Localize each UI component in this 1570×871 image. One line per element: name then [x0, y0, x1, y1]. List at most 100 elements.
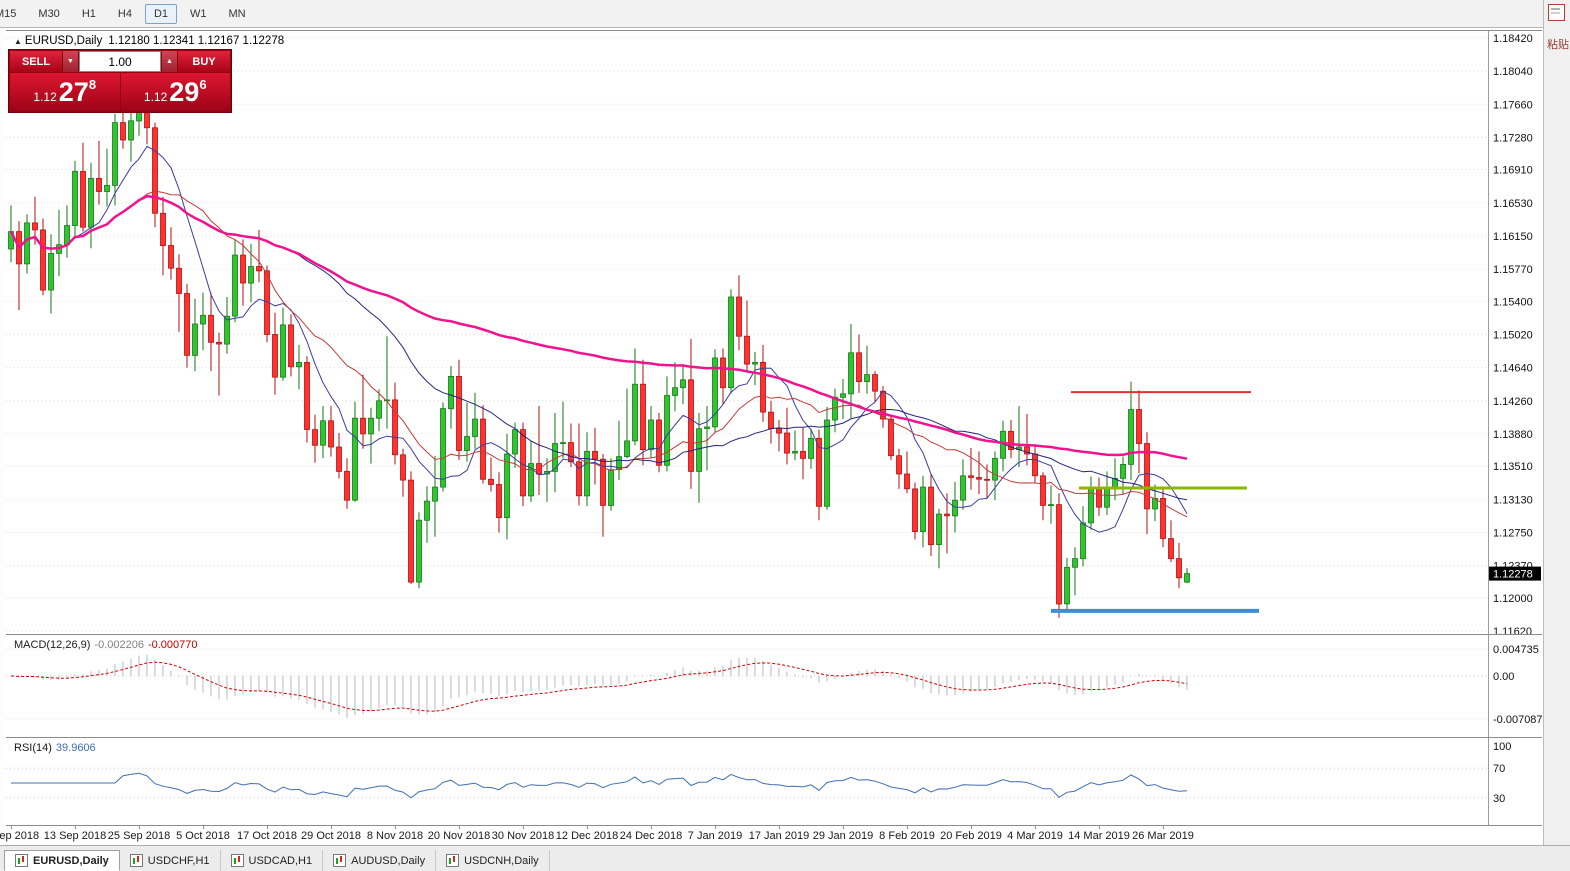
macd-panel[interactable]: 0.004735 0.00 -0.007087 MACD(12,26,9) -0.00… — [6, 634, 1542, 737]
chart-header: ▲ EURUSD,Daily 1.12180 1.12341 1.12167 1.1… — [14, 35, 284, 47]
date-tick — [1099, 826, 1100, 829]
chart-tab-usdcad[interactable]: USDCAD,H1 — [221, 850, 324, 871]
price-axis-label: 1.13130 — [1493, 494, 1533, 506]
date-tick — [971, 826, 972, 829]
rsi-line — [11, 772, 1188, 799]
price-axis-label: 1.15400 — [1493, 296, 1533, 308]
date-tick — [459, 826, 460, 829]
chart-tab-label: USDCHF,H1 — [147, 854, 210, 867]
date-tick — [395, 826, 396, 829]
timeframe-button-d1[interactable]: D1 — [144, 3, 177, 24]
rsi-value: 39.9606 — [55, 742, 96, 754]
date-label: 13 Sep 2018 — [43, 830, 107, 842]
sell-price-button[interactable]: 1.12 27 8 — [10, 73, 120, 111]
macd-axis-label: 0.00 — [1493, 671, 1514, 683]
date-label: 26 Mar 2019 — [1132, 830, 1194, 842]
price-axis-label: 1.17280 — [1493, 132, 1533, 144]
macd-indicator-name: MACD(12,26,9) — [14, 639, 91, 651]
paste-icon[interactable] — [1548, 4, 1565, 21]
chart-tab-audusd[interactable]: AUDUSD,Daily — [323, 850, 437, 871]
price-axis-label: 1.16530 — [1493, 198, 1533, 210]
rsi-indicator-name: RSI(14) — [14, 742, 52, 754]
price-axis-label: 1.12000 — [1493, 593, 1533, 605]
price-axis-label: 1.16910 — [1493, 165, 1533, 177]
date-label: 20 Nov 2018 — [427, 830, 491, 842]
price-axis-label: 1.16150 — [1493, 231, 1533, 243]
date-tick — [651, 826, 652, 829]
macd-canvas[interactable]: 0.004735 0.00 -0.007087 — [6, 635, 1542, 737]
date-tick — [1163, 826, 1164, 829]
date-tick — [523, 826, 524, 829]
collapse-panel-icon[interactable]: ▲ — [14, 37, 22, 46]
macd-axis-label: -0.007087 — [1493, 714, 1542, 726]
main-chart-panel[interactable]: 1.18420 1.18040 1.17660 1.17280 1.16910 1.165… — [6, 30, 1542, 634]
chart-tab-label: USDCNH,Daily — [464, 854, 539, 867]
chart-tab-label: USDCAD,H1 — [248, 854, 313, 867]
date-tick — [203, 826, 204, 829]
chart-tab-usdcnh[interactable]: USDCNH,Daily — [436, 850, 550, 871]
date-tick — [267, 826, 268, 829]
buy-price-prefix: 1.12 — [143, 90, 168, 104]
date-tick — [331, 826, 332, 829]
date-label: 4 Mar 2019 — [1007, 830, 1063, 842]
volume-input[interactable] — [79, 51, 161, 72]
date-tick — [1035, 826, 1036, 829]
date-label: 14 Mar 2019 — [1068, 830, 1130, 842]
right-dock-strip: 粘贴 — [1543, 0, 1570, 845]
sell-button[interactable]: SELL — [10, 51, 62, 72]
volume-decrease-button[interactable]: ▼ — [63, 51, 78, 72]
timeframe-button-h1[interactable]: H1 — [81, 7, 96, 20]
macd-signal-line — [10, 661, 1188, 712]
paste-label[interactable]: 粘贴 — [1547, 39, 1569, 51]
date-tick — [843, 826, 844, 829]
chart-symbol-label: EURUSD,Daily — [24, 35, 103, 47]
timeframe-button-mn[interactable]: MN — [228, 7, 246, 20]
date-label: 25 Sep 2018 — [107, 830, 171, 842]
date-label: 29 Oct 2018 — [301, 830, 361, 842]
chart-tab-icon — [446, 854, 460, 867]
date-tick — [139, 826, 140, 829]
chart-ohlc-values: 1.12180 1.12341 1.12167 1.12278 — [108, 35, 285, 47]
chevron-down-icon: ▼ — [67, 58, 74, 65]
buy-price-button[interactable]: 1.12 29 6 — [120, 73, 230, 111]
chart-tab-usdchf[interactable]: USDCHF,H1 — [120, 850, 221, 871]
date-label: 30 Nov 2018 — [491, 830, 555, 842]
timeframe-button-w1[interactable]: W1 — [190, 7, 207, 20]
date-tick — [715, 826, 716, 829]
rsi-panel[interactable]: 100 70 30 RSI(14) 39.9606 — [6, 737, 1542, 825]
date-tick — [907, 826, 908, 829]
timeframe-button-h4[interactable]: H4 — [117, 7, 132, 20]
macd-label: MACD(12,26,9) -0.002206 -0.000770 — [14, 639, 198, 651]
date-label: 17 Jan 2019 — [748, 830, 810, 842]
main-chart-canvas[interactable]: 1.18420 1.18040 1.17660 1.17280 1.16910 1.165… — [6, 31, 1542, 634]
current-price-value: 1.12278 — [1493, 569, 1533, 581]
price-axis-label: 1.18420 — [1493, 33, 1533, 45]
date-label: 3 Sep 2018 — [0, 830, 40, 842]
date-label: 8 Feb 2019 — [879, 830, 935, 842]
rsi-axis-label: 30 — [1493, 793, 1505, 805]
timeframe-button-m15[interactable]: M15 — [0, 7, 17, 20]
rsi-label: RSI(14) 39.9606 — [14, 742, 96, 754]
rsi-canvas[interactable]: 100 70 30 — [6, 738, 1542, 825]
buy-button[interactable]: BUY — [178, 51, 230, 72]
chart-tabs-bar: EURUSD,Daily USDCHF,H1 USDCAD,H1 AUDUSD,Dai… — [0, 845, 1570, 871]
volume-increase-button[interactable]: ▲ — [162, 51, 177, 72]
macd-axis-label: 0.004735 — [1493, 644, 1539, 656]
date-tick — [11, 826, 12, 829]
date-label: 17 Oct 2018 — [237, 830, 297, 842]
date-tick — [75, 826, 76, 829]
sell-price-prefix: 1.12 — [33, 90, 57, 104]
date-label: 7 Jan 2019 — [687, 830, 743, 842]
chart-tab-label: EURUSD,Daily — [33, 854, 109, 867]
current-price-badge — [1489, 566, 1541, 581]
candles-group[interactable] — [8, 100, 1190, 618]
buy-price-sup: 6 — [199, 77, 207, 92]
chart-tab-icon — [129, 854, 143, 867]
price-axis-label: 1.15020 — [1493, 330, 1533, 342]
chart-tab-eurusd[interactable]: EURUSD,Daily — [4, 850, 120, 871]
date-label: 12 Dec 2018 — [555, 830, 619, 842]
macd-signal-value: -0.000770 — [147, 639, 198, 651]
timeframe-button-m30[interactable]: M30 — [38, 7, 60, 20]
price-axis-label: 1.11620 — [1493, 626, 1532, 634]
